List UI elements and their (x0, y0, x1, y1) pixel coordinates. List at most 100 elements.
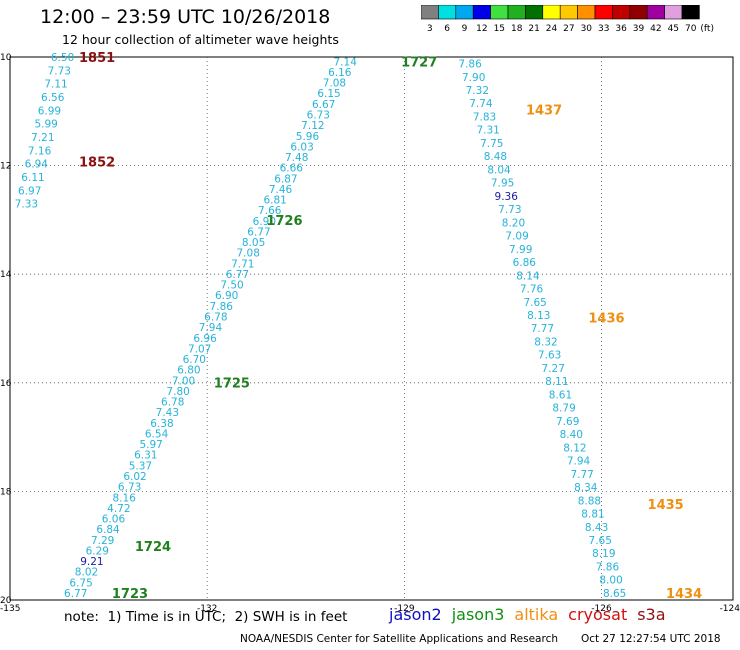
scale-swatch (681, 5, 700, 20)
jason3-swh-value: 6.87 (274, 173, 297, 185)
cryosat-swh-value: 6.97 (18, 185, 41, 197)
jason3-swh-value: 7.66 (258, 205, 282, 217)
altika-swh-value: 7.73 (498, 204, 521, 216)
jason3-swh-value: 8.02 (75, 567, 98, 579)
altika-swh-value: 8.43 (585, 522, 608, 534)
cryosat-swh-value: 6.94 (25, 159, 49, 171)
cryosat-time-label: 1851 (79, 51, 115, 66)
scale-label: 21 (528, 24, 539, 34)
jason3-swh-value: 9.21 (80, 556, 103, 568)
altika-swh-value: 8.00 (599, 575, 622, 587)
jason3-swh-value: 6.78 (161, 397, 184, 409)
generated-timestamp: Oct 27 12:27:54 UTC 2018 (581, 633, 721, 645)
jason3-swh-value: 6.70 (183, 354, 206, 366)
longitude-tick-label: -135 (0, 604, 20, 614)
altika-swh-value: 7.76 (520, 284, 544, 296)
jason3-swh-value: 6.96 (193, 333, 217, 345)
jason3-swh-value: 7.94 (199, 322, 223, 334)
jason3-swh-value: 6.77 (247, 226, 270, 238)
longitude-tick-label: -132 (197, 604, 217, 614)
latitude-tick-label: 20 (0, 596, 12, 606)
jason3-swh-value: 6.90 (215, 290, 238, 302)
altika-swh-value: 8.79 (552, 403, 575, 415)
jason3-swh-value: 6.75 (69, 577, 92, 589)
jason3-time-label: 1726 (266, 214, 302, 229)
jason3-swh-value: 6.73 (307, 110, 330, 122)
altika-swh-value: 7.86 (458, 59, 482, 71)
jason3-swh-value: 6.06 (102, 514, 126, 526)
altika-time-label: 1436 (588, 312, 624, 327)
altika-time-label: 1437 (526, 104, 562, 119)
cryosat-swh-value: 7.73 (48, 65, 71, 77)
jason3-swh-value: 7.46 (269, 184, 293, 196)
latitude-tick-label: 16 (0, 379, 12, 389)
jason3-time-label: 1724 (135, 540, 171, 555)
scale-label: 39 (633, 24, 645, 34)
jason3-swh-value: 6.67 (312, 99, 335, 111)
cryosat-swh-value: 7.33 (15, 199, 38, 211)
jason3-swh-value: 6.66 (280, 163, 304, 175)
altika-swh-value: 8.04 (487, 164, 511, 176)
jason3-swh-value: 7.12 (301, 120, 324, 132)
jason3-swh-value: 6.16 (328, 67, 352, 79)
footer-note: note: 1) Time is in UTC; 2) SWH is in fe… (64, 609, 348, 625)
jason3-swh-value: 8.16 (113, 492, 137, 504)
satellite-legend-s3a: s3a (637, 605, 666, 624)
altika-swh-value: 9.36 (495, 191, 519, 203)
cryosat-swh-value: 6.56 (41, 92, 65, 104)
jason3-swh-value: 7.71 (231, 258, 254, 270)
scale-label: 30 (581, 24, 593, 34)
altika-swh-value: 8.32 (534, 336, 557, 348)
altika-swh-value: 7.27 (542, 363, 565, 375)
altika-swh-value: 7.32 (466, 85, 489, 97)
altika-swh-value: 7.65 (523, 297, 546, 309)
jason3-swh-value: 5.37 (129, 460, 152, 472)
jason3-swh-value: 6.84 (96, 524, 120, 536)
altika-swh-value: 8.61 (549, 389, 572, 401)
scale-label: 27 (563, 24, 574, 34)
altika-swh-value: 8.20 (502, 217, 525, 229)
altika-swh-value: 8.40 (560, 429, 583, 441)
jason3-swh-value: 7.43 (156, 407, 179, 419)
cryosat-swh-value: 7.11 (44, 79, 67, 91)
altika-swh-value: 7.69 (556, 416, 579, 428)
jason3-swh-value: 7.80 (166, 386, 189, 398)
jason3-swh-value: 6.38 (150, 418, 173, 430)
altika-swh-value: 7.75 (480, 138, 503, 150)
altika-swh-value: 8.65 (603, 588, 626, 600)
altika-swh-value: 7.86 (596, 561, 620, 573)
latitude-tick-label: 12 (0, 162, 11, 172)
altika-swh-value: 8.48 (484, 151, 507, 163)
altika-time-label: 1434 (666, 587, 702, 602)
satellite-legend-altika: altika (514, 605, 559, 624)
altika-swh-value: 7.95 (491, 178, 514, 190)
jason3-swh-value: 7.14 (334, 56, 358, 68)
altika-swh-value: 8.13 (527, 310, 550, 322)
scale-label: 6 (444, 24, 450, 34)
altika-swh-value: 8.12 (563, 442, 586, 454)
cryosat-time-label: 1852 (79, 155, 115, 170)
altika-swh-value: 8.88 (578, 495, 601, 507)
longitude-tick-label: -124 (720, 604, 740, 614)
altika-swh-value: 7.83 (473, 111, 496, 123)
altika-swh-value: 7.77 (570, 469, 593, 481)
jason3-swh-value: 6.29 (86, 545, 109, 557)
scale-label: 42 (650, 24, 661, 34)
satellite-legend-cryosat: cryosat (568, 605, 628, 624)
jason3-swh-value: 7.86 (210, 301, 234, 313)
cryosat-swh-value: 5.99 (34, 119, 57, 131)
altika-swh-value: 7.99 (509, 244, 532, 256)
scale-label: 70 (685, 24, 697, 34)
jason3-swh-value: 6.77 (64, 588, 87, 600)
cryosat-swh-value: 6.50 (51, 52, 74, 64)
altika-swh-value: 8.14 (516, 270, 540, 282)
jason3-swh-value: 7.29 (91, 535, 114, 547)
altika-swh-value: 7.94 (567, 456, 591, 468)
satellite-legend: jason2 jason3 altika cryosat s3a (389, 605, 676, 624)
scale-label: 3 (427, 24, 433, 34)
latitude-tick-label: 14 (0, 270, 12, 280)
altika-time-label: 1435 (648, 498, 684, 513)
jason3-swh-value: 6.73 (118, 482, 141, 494)
jason3-time-label: 1723 (112, 587, 148, 602)
